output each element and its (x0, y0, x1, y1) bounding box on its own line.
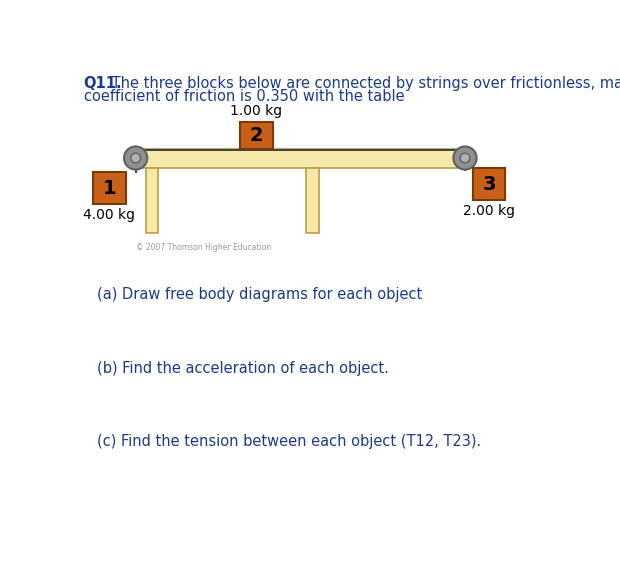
Circle shape (460, 153, 470, 163)
Circle shape (124, 147, 148, 170)
Bar (472, 168, 505, 200)
Text: 2: 2 (250, 126, 264, 145)
Text: 1.00 kg: 1.00 kg (231, 104, 283, 118)
Text: (a) Draw free body diagrams for each object: (a) Draw free body diagrams for each obj… (97, 288, 422, 302)
Bar (306, 168, 319, 233)
Bar (93, 172, 125, 204)
Bar (136, 149, 465, 168)
Text: 3: 3 (482, 175, 496, 194)
Text: 4.00 kg: 4.00 kg (83, 208, 135, 222)
Text: 2.00 kg: 2.00 kg (463, 204, 515, 218)
Text: © 2007 Thomson Higher Education: © 2007 Thomson Higher Education (136, 243, 271, 252)
Bar (241, 122, 273, 149)
Circle shape (131, 153, 141, 163)
Text: (b) Find the acceleration of each object.: (b) Find the acceleration of each object… (97, 361, 389, 375)
Text: The three blocks below are connected by strings over frictionless, massless pull: The three blocks below are connected by … (107, 76, 620, 91)
Bar (146, 168, 158, 233)
Text: 1: 1 (102, 178, 116, 198)
Text: coefficient of friction is 0.350 with the table: coefficient of friction is 0.350 with th… (84, 89, 404, 105)
Circle shape (453, 147, 477, 170)
Text: (c) Find the tension between each object (T12, T23).: (c) Find the tension between each object… (97, 434, 481, 449)
Text: Q11.: Q11. (84, 76, 122, 91)
